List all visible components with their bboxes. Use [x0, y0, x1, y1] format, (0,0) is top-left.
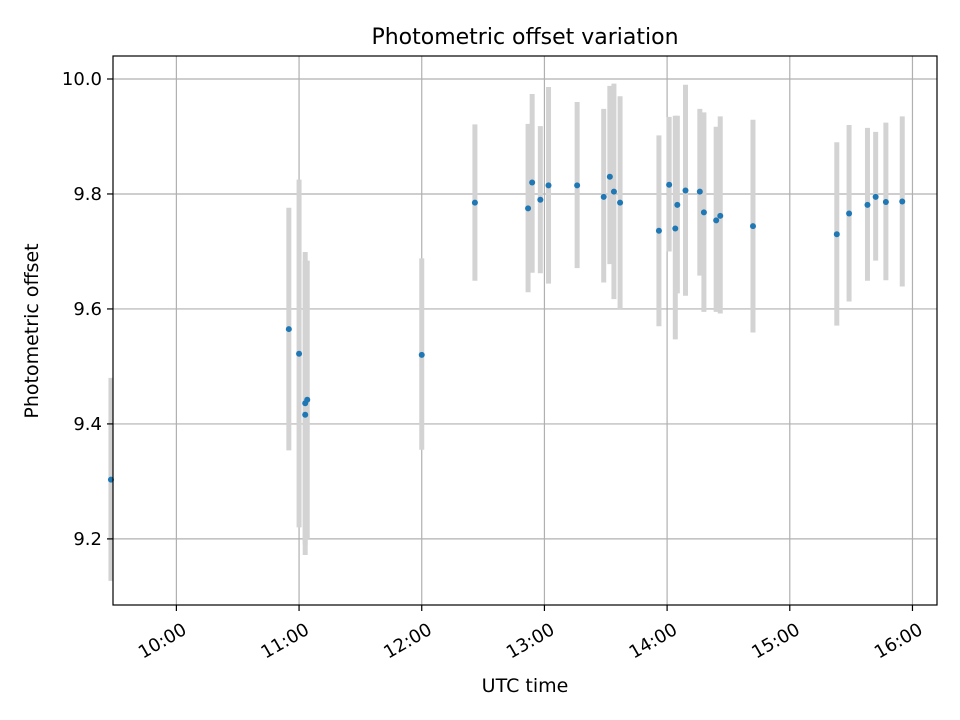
y-tick-label: 9.6 [73, 299, 102, 320]
data-point [864, 201, 871, 208]
grid [113, 56, 937, 605]
y-tick-label: 9.2 [73, 529, 102, 550]
y-axis-label: Photometric offset [21, 243, 43, 418]
data-point [471, 199, 478, 206]
chart-title: Photometric offset variation [371, 25, 678, 50]
data-point [304, 396, 311, 403]
data-points [107, 173, 906, 483]
data-point [882, 199, 889, 206]
data-point [296, 350, 303, 357]
x-axis-label: UTC time [482, 675, 569, 697]
data-point [682, 187, 689, 194]
data-point [418, 351, 425, 358]
data-point [525, 205, 532, 212]
data-point [537, 196, 544, 203]
data-point [872, 193, 879, 200]
data-point [529, 179, 536, 186]
data-point [899, 198, 906, 205]
data-point [717, 212, 724, 219]
data-point [302, 411, 309, 418]
data-point [545, 182, 552, 189]
data-point [833, 231, 840, 238]
data-point [674, 201, 681, 208]
data-point [696, 188, 703, 195]
data-point [666, 181, 673, 188]
data-point [617, 199, 624, 206]
data-point [606, 173, 613, 180]
data-point [700, 209, 707, 216]
data-point [672, 225, 679, 232]
data-point [610, 188, 617, 195]
data-point [600, 193, 607, 200]
data-point [713, 217, 720, 224]
data-point [574, 182, 581, 189]
y-tick-label: 9.4 [73, 414, 102, 435]
y-tick-label: 9.8 [73, 184, 102, 205]
data-point [749, 223, 756, 230]
plot-frame [112, 55, 938, 606]
y-tick-label: 10.0 [62, 69, 102, 90]
data-point [655, 227, 662, 234]
data-point [285, 326, 292, 333]
data-point [846, 210, 853, 217]
